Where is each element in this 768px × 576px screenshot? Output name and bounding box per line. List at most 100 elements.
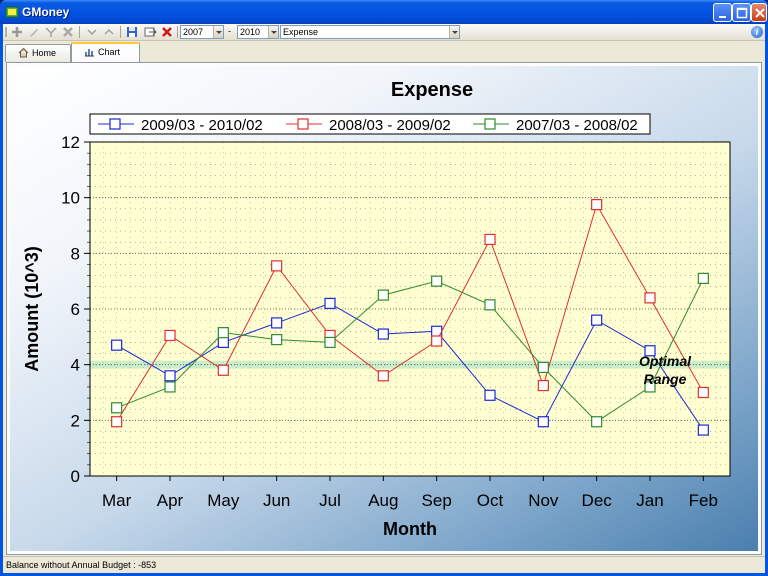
x-tick-label: Oct <box>477 491 504 510</box>
data-point <box>697 424 709 436</box>
minimize-icon <box>719 16 726 18</box>
year-to-select[interactable]: 2010 <box>237 25 279 39</box>
legend: 2009/03 - 2010/02 2008/03 - 2009/02 2007/0… <box>89 113 651 135</box>
data-point <box>644 292 656 304</box>
add-icon[interactable] <box>10 25 24 39</box>
x-tick-label: Dec <box>582 491 613 510</box>
expand-icon[interactable] <box>85 25 99 39</box>
legend-box <box>89 113 651 135</box>
chevron-down-icon[interactable] <box>213 26 223 38</box>
data-point <box>537 416 549 428</box>
x-tick-label: Nov <box>528 491 559 510</box>
close-icon <box>755 8 765 18</box>
series-line <box>116 203 704 422</box>
data-point <box>111 339 123 351</box>
help-icon[interactable]: i <box>751 26 763 38</box>
data-point <box>644 381 656 393</box>
chart-title: Expense <box>391 79 473 101</box>
data-point <box>217 364 229 376</box>
maximize-button[interactable] <box>732 3 751 22</box>
delete-icon[interactable] <box>61 25 75 39</box>
data-point <box>324 297 336 310</box>
y-tick-label: 0 <box>71 467 80 486</box>
data-point <box>271 260 283 272</box>
data-point <box>591 416 603 428</box>
data-point <box>591 314 603 326</box>
year-from-select[interactable]: 2007 <box>180 25 224 39</box>
x-tick-label: Jan <box>636 491 663 510</box>
status-text: Balance without Annual Budget : -853 <box>6 560 157 570</box>
window-title: GMoney <box>22 5 70 19</box>
chart-background: 0 2 4 6 8 10 12 Mar Apr May Jun Jul Aug Sep Oct Nov Dec J… <box>10 66 758 551</box>
data-point <box>697 386 709 399</box>
data-point <box>164 381 176 393</box>
data-point <box>377 328 389 340</box>
app-icon <box>5 6 19 18</box>
data-point <box>111 402 123 414</box>
toolbar-separator <box>120 26 121 38</box>
tab-chart-label: Chart <box>98 47 121 57</box>
chart-icon <box>85 49 94 57</box>
x-tick-label: Jun <box>263 491 290 510</box>
status-bar: Balance without Annual Budget : -853 <box>3 556 765 573</box>
legend-marker <box>109 118 121 130</box>
data-point <box>484 233 496 246</box>
legend-marker <box>484 118 496 130</box>
data-point <box>164 329 176 342</box>
edit-icon[interactable] <box>27 25 41 39</box>
optimal-range-label: Optimal <box>639 353 692 369</box>
series <box>111 199 709 428</box>
x-tick-label: Sep <box>422 491 452 510</box>
tab-home-label: Home <box>32 48 57 58</box>
category-select[interactable]: Expense <box>280 25 460 39</box>
data-point <box>431 275 443 287</box>
toolbar: 2007 - 2010 Expense i <box>3 24 765 41</box>
y-tick-label: 8 <box>71 244 80 263</box>
export-icon[interactable] <box>143 25 157 39</box>
year-to-value: 2010 <box>240 27 261 37</box>
data-point <box>484 389 496 401</box>
data-point <box>271 317 283 329</box>
expense-chart: 0 2 4 6 8 10 12 Mar Apr May Jun Jul Aug Sep Oct Nov Dec J… <box>22 79 731 539</box>
grip-icon <box>5 27 7 37</box>
minimize-button[interactable] <box>713 3 732 22</box>
filter-icon[interactable] <box>44 25 58 39</box>
chart-panel: 0 2 4 6 8 10 12 Mar Apr May Jun Jul Aug Sep Oct Nov Dec J… <box>6 62 762 555</box>
y-tick-label: 6 <box>71 300 80 319</box>
clear-icon[interactable] <box>160 25 174 39</box>
data-point <box>377 289 389 301</box>
x-tick-label: Mar <box>102 491 132 510</box>
series <box>111 297 709 436</box>
y-tick-label: 12 <box>61 133 80 152</box>
data-point <box>217 327 229 339</box>
x-tick-label: Apr <box>157 491 184 510</box>
data-point <box>484 299 496 311</box>
chevron-down-icon[interactable] <box>449 26 459 38</box>
legend-label: 2009/03 - 2010/02 <box>141 117 263 134</box>
y-tick-label: 4 <box>71 356 80 375</box>
series <box>111 272 709 428</box>
tab-chart[interactable]: Chart <box>71 42 140 62</box>
series-line <box>116 302 704 431</box>
title-bar[interactable]: GMoney <box>0 0 768 24</box>
data-point <box>591 199 603 211</box>
data-point <box>377 370 389 382</box>
range-dash: - <box>228 26 231 36</box>
home-icon <box>18 47 29 58</box>
toolbar-separator <box>177 26 178 38</box>
y-axis-title: Amount (10^3) <box>22 246 42 372</box>
close-button[interactable] <box>751 3 767 22</box>
tab-home[interactable]: Home <box>5 44 71 62</box>
save-icon[interactable] <box>125 25 139 39</box>
chevron-down-icon[interactable] <box>268 26 278 38</box>
data-point <box>644 345 656 357</box>
maximize-icon <box>736 7 748 19</box>
legend-label: 2008/03 - 2009/02 <box>329 117 451 134</box>
category-value: Expense <box>283 27 319 37</box>
data-point <box>111 416 123 428</box>
data-point <box>697 272 709 284</box>
legend-label: 2007/03 - 2008/02 <box>516 117 638 134</box>
collapse-icon[interactable] <box>102 25 116 39</box>
data-point <box>431 335 443 347</box>
